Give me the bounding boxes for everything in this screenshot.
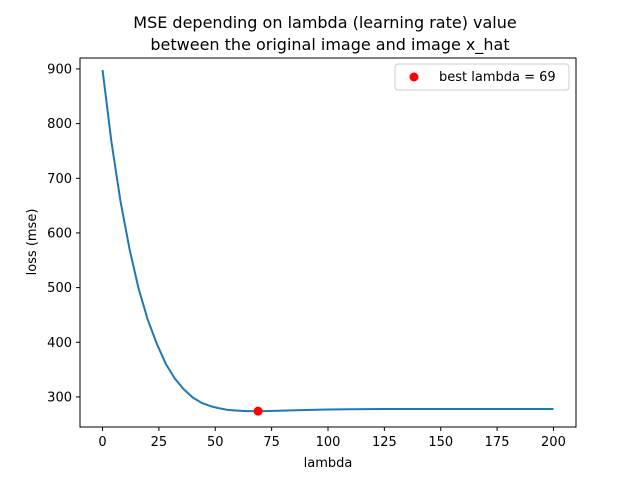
x-tick-label: 150 — [428, 435, 453, 450]
y-tick-label: 900 — [47, 62, 72, 77]
plot-area — [101, 69, 554, 416]
y-tick-label: 500 — [47, 281, 72, 296]
x-axis-label: lambda — [304, 456, 353, 471]
y-tick-label: 300 — [47, 390, 72, 405]
y-axis-label: loss (mse) — [25, 209, 40, 276]
x-tick-label: 50 — [207, 435, 224, 450]
x-tick-label: 125 — [372, 435, 397, 450]
x-tick-label: 175 — [485, 435, 510, 450]
chart-title-line-2: between the original image and image x_h… — [150, 35, 509, 55]
axis-ticks: 0 25 50 75 100 125 150 175 200 300 400 500 600 700 800… — [47, 62, 566, 450]
y-tick-label: 400 — [47, 336, 72, 351]
legend: best lambda = 69 — [394, 63, 570, 91]
best-lambda-point — [253, 406, 263, 416]
x-tick-label: 75 — [263, 435, 280, 450]
x-tick-label: 100 — [316, 435, 341, 450]
y-tick-label: 700 — [47, 172, 72, 187]
x-tick-label: 25 — [151, 435, 168, 450]
loss-curve — [101, 69, 554, 413]
legend-label: best lambda = 69 — [439, 70, 556, 85]
legend-box — [394, 63, 570, 91]
y-tick-label: 800 — [47, 117, 72, 132]
legend-marker — [409, 72, 419, 82]
chart-title-line-1: MSE depending on lambda (learning rate) … — [133, 13, 516, 32]
axes-frame — [79, 57, 577, 428]
x-tick-label: 200 — [541, 435, 566, 450]
y-tick-label: 600 — [47, 226, 72, 241]
x-tick-label: 0 — [98, 435, 106, 450]
